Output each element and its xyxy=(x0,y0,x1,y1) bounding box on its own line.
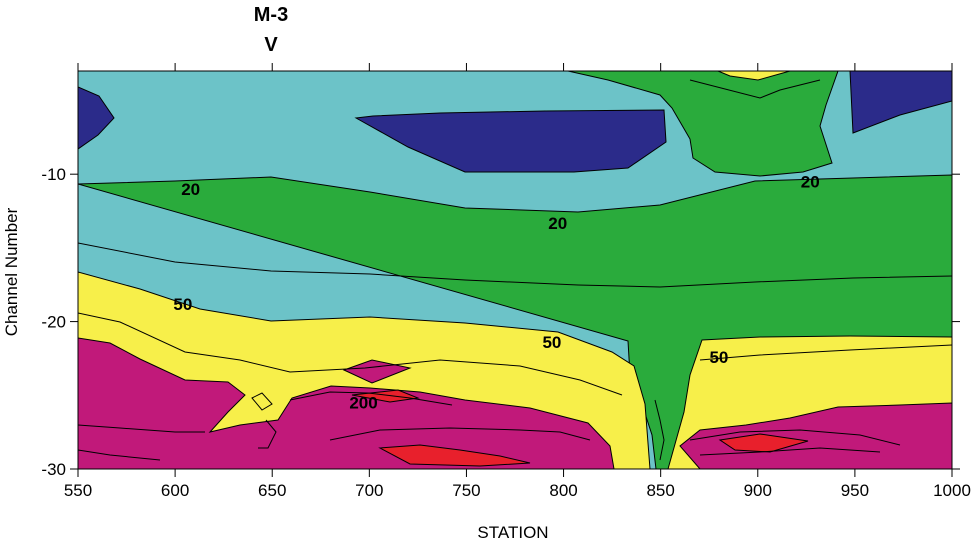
band-100-200-island xyxy=(342,359,412,384)
contour-line xyxy=(78,312,623,396)
y-tick-label: -20 xyxy=(41,313,66,332)
contour-line xyxy=(289,391,453,406)
contour-label: 200 xyxy=(349,394,377,413)
contour-line xyxy=(258,419,277,449)
contour-labels: 20 20 20 50 50 50 200 xyxy=(173,173,819,413)
contour-line xyxy=(329,427,591,441)
x-tick-label: 550 xyxy=(64,481,92,500)
y-tick-label: -10 xyxy=(41,165,66,184)
y-axis-title: Channel Number xyxy=(2,207,21,336)
contour-line xyxy=(251,392,273,411)
contour-line xyxy=(699,447,881,456)
x-tick-label: 750 xyxy=(452,481,480,500)
x-tick-label: 600 xyxy=(161,481,189,500)
x-tick-label: 850 xyxy=(646,481,674,500)
chart-subtitle: V xyxy=(264,34,278,56)
contour-line xyxy=(689,429,901,446)
plot-frame xyxy=(77,70,953,470)
band-above-200-c xyxy=(718,433,809,453)
contour-line xyxy=(78,449,161,461)
contour-label: 50 xyxy=(173,295,192,314)
contour-line xyxy=(78,242,952,288)
band-20-50-top xyxy=(567,71,839,177)
contour-label: 20 xyxy=(181,180,200,199)
band-100-200-left xyxy=(78,337,615,469)
axis-ticks xyxy=(70,63,960,477)
contour-line xyxy=(699,344,952,361)
chart-title: M-3 xyxy=(254,4,288,26)
band-below-10-right xyxy=(849,71,952,134)
x-tick-label: 800 xyxy=(549,481,577,500)
x-tick-labels: 550 600 650 700 750 800 850 900 950 1000 xyxy=(64,481,971,500)
contour-label: 50 xyxy=(709,348,728,367)
x-tick-label: 950 xyxy=(841,481,869,500)
contour-line xyxy=(654,399,665,461)
x-tick-label: 1000 xyxy=(933,481,971,500)
contour-label: 20 xyxy=(548,214,567,233)
contour-line xyxy=(78,424,205,433)
y-tick-labels: -10 -20 -30 xyxy=(41,165,66,479)
contour-lines xyxy=(78,79,952,461)
contour-line xyxy=(689,79,821,99)
x-tick-label: 650 xyxy=(258,481,286,500)
x-tick-label: 700 xyxy=(355,481,383,500)
band-above-200-b xyxy=(378,444,531,467)
y-tick-label: -30 xyxy=(41,460,66,479)
x-tick-label: 900 xyxy=(744,481,772,500)
contour-label: 20 xyxy=(801,173,820,192)
band-below-10-left xyxy=(78,71,115,150)
band-above-200-a xyxy=(351,389,420,403)
x-axis-title: STATION xyxy=(477,523,548,542)
band-50-100-top xyxy=(717,71,791,81)
band-below-10-center xyxy=(354,109,667,173)
contour-label: 50 xyxy=(542,333,561,352)
